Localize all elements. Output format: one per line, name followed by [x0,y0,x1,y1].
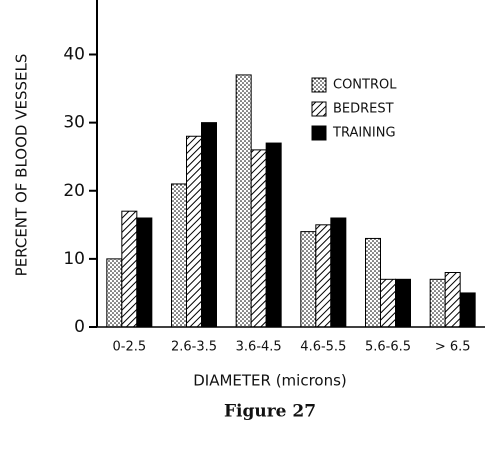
x-tick-label: 0-2.5 [113,340,147,355]
bar [300,231,317,328]
y-tick-label: 40 [63,45,85,65]
bar [330,217,347,328]
bar [250,149,267,328]
bar [365,237,381,328]
y-tick-label: 0 [74,317,85,337]
x-tick-label: 4.6-5.5 [300,340,346,355]
legend-swatch [311,101,327,117]
bar [121,210,138,328]
legend-label: CONTROL [333,78,397,93]
bar [235,74,252,328]
x-tick-label: 5.6-6.5 [365,340,411,355]
bar [201,122,217,328]
bar [444,272,461,328]
bar [380,278,396,328]
bar [429,278,446,328]
bar [395,278,411,328]
legend-swatch [311,77,327,93]
x-tick-label: > 6.5 [435,340,471,355]
bar [186,135,202,328]
bar [106,258,123,328]
bar [315,224,332,328]
y-tick-label: 20 [63,181,85,201]
y-axis-label: PERCENT OF BLOOD VESSELS [13,54,31,277]
y-tick-label: 30 [63,113,85,133]
x-axis-label: DIAMETER (microns) [193,372,347,390]
x-tick-label: 2.6-3.5 [171,340,217,355]
legend-label: BEDREST [333,102,394,117]
bar [136,217,153,328]
x-tick-label: 3.6-4.5 [236,340,282,355]
bar [459,292,476,328]
bar [265,142,282,328]
caption: Figure 27 [224,402,316,422]
bar [171,183,187,328]
y-tick-label: 10 [63,249,85,269]
legend-swatch [311,125,327,141]
legend-label: TRAINING [332,126,396,141]
